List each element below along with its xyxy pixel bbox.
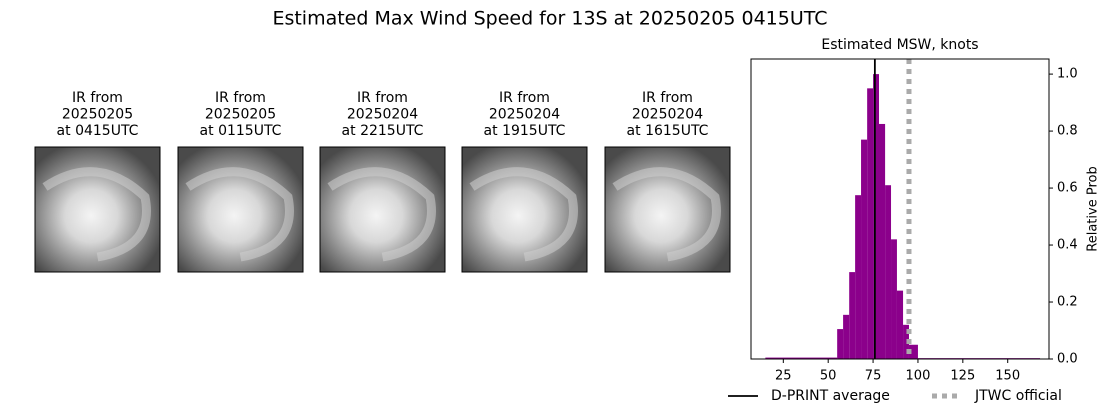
y-tick-label: 0.8 [1057,124,1078,139]
bar [837,329,843,359]
y-tick-label: 0.0 [1057,352,1078,367]
bar [843,315,849,359]
x-tick-label: 50 [820,369,837,384]
bar [879,124,885,359]
panel-label: at 1615UTC [627,123,709,139]
panel-label: IR from [72,90,123,106]
panel-label: 20250204 [347,107,418,123]
bar [855,195,861,359]
legend-label: D-PRINT average [771,388,890,404]
bar [891,239,897,359]
panel-label: IR from [499,90,550,106]
y-tick-label: 0.6 [1057,181,1078,196]
panel-label: at 0415UTC [57,123,139,139]
x-tick-label: 150 [995,369,1020,384]
bar [867,88,873,359]
bar [885,185,891,359]
panel-label: at 0115UTC [200,123,282,139]
panel-label: IR from [642,90,693,106]
legend-label: JTWC official [974,388,1062,404]
panel-label: 20250204 [489,107,560,123]
x-tick-label: 100 [906,369,931,384]
figure-title: Estimated Max Wind Speed for 13S at 2025… [272,8,827,30]
panel-label: at 1915UTC [484,123,566,139]
bar [849,272,855,359]
y-tick-label: 0.2 [1057,295,1078,310]
panel-label: 20250205 [62,107,133,123]
y-tick-label: 0.4 [1057,238,1078,253]
panel-label: IR from [215,90,266,106]
x-tick-label: 75 [865,369,882,384]
bar [873,74,879,359]
y-tick-label: 1.0 [1057,67,1078,82]
x-tick-label: 25 [775,369,792,384]
chart-title: Estimated MSW, knots [821,37,978,53]
y-axis-label: Relative Prob [1086,166,1100,251]
bar [897,291,903,359]
bar [861,140,867,359]
panel-label: IR from [357,90,408,106]
x-tick-label: 125 [950,369,975,384]
panel-label: 20250204 [632,107,703,123]
panel-label: at 2215UTC [342,123,424,139]
panel-label: 20250205 [205,107,276,123]
